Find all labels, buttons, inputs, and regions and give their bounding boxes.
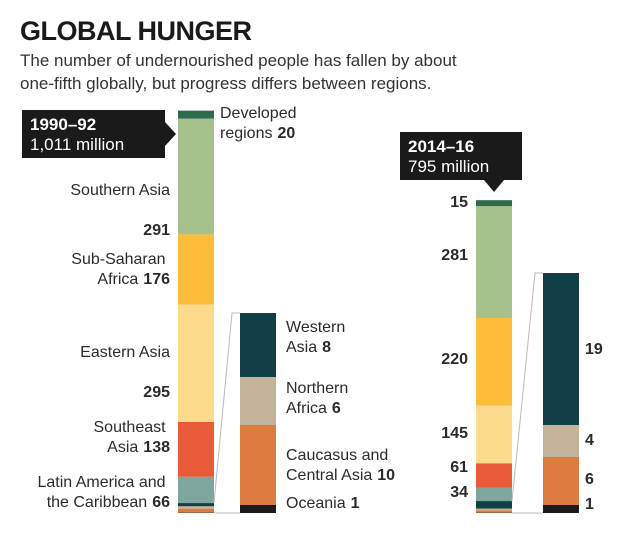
value-label: 66 (152, 494, 170, 511)
value-label: 34 (450, 484, 468, 501)
bar-segment (476, 510, 512, 513)
bar-segment (476, 317, 512, 406)
value-label: 281 (441, 247, 468, 264)
period-total: 795 million (408, 157, 489, 176)
bar-segment (178, 506, 214, 509)
region-label: Caucasus and Central Asia (286, 447, 393, 484)
region-label: Oceania (286, 495, 346, 512)
zoom-segment (543, 457, 579, 505)
bar-segment (476, 200, 512, 207)
region-label: Western Asia (286, 319, 350, 356)
value-label: 19 (585, 341, 603, 358)
zoom-connector (213, 312, 240, 504)
zoom-segment (240, 505, 276, 513)
bar-segment (476, 508, 512, 511)
bar-segment (178, 110, 214, 119)
region-label: Latin America and the Caribbean (37, 474, 170, 511)
value-label: 138 (143, 439, 170, 456)
region-label: Eastern Asia (80, 344, 170, 361)
bar-segment (476, 206, 512, 318)
period-box (400, 132, 522, 180)
period-total: 1,011 million (30, 135, 124, 154)
bar-segment (178, 304, 214, 422)
value-label: 295 (143, 384, 170, 401)
region-label: Southern Asia (70, 182, 170, 199)
bar-segment (476, 405, 512, 464)
bar-segment (476, 501, 512, 509)
bar-segment (178, 476, 214, 504)
value-label: 10 (377, 467, 395, 484)
value-label: 176 (143, 271, 170, 288)
value-label: 145 (441, 425, 468, 442)
value-label: 15 (450, 194, 468, 211)
period-box (22, 110, 165, 158)
chart-subtitle: The number of undernourished people has … (20, 51, 461, 93)
value-label: 220 (441, 351, 468, 368)
zoom-segment (543, 425, 579, 457)
value-label: 20 (277, 125, 295, 142)
value-label: 291 (143, 222, 170, 239)
region-label: Southeast Asia (94, 419, 171, 456)
zoom-segment (543, 505, 579, 513)
period-pointer (165, 122, 176, 146)
region-label: Developed regions (220, 105, 301, 142)
chart-title: GLOBAL HUNGER (20, 16, 252, 46)
period-label: 2014–16 (408, 137, 474, 156)
region-label: Sub-Saharan Africa (71, 251, 170, 288)
period-pointer (484, 180, 504, 192)
zoom-connector (511, 272, 543, 502)
bar-segment (476, 463, 512, 488)
bar-segment (476, 487, 512, 502)
value-label: 6 (332, 400, 341, 417)
value-label: 6 (585, 471, 594, 488)
bar-segment (178, 503, 214, 507)
zoom-segment (240, 313, 276, 377)
zoom-segment (543, 273, 579, 425)
value-label: 8 (322, 339, 331, 356)
bar-segment (178, 508, 214, 513)
bar-segment (178, 421, 214, 477)
value-label: 4 (585, 432, 594, 449)
value-label: 61 (450, 459, 468, 476)
period-label: 1990–92 (30, 115, 96, 134)
value-label: 1 (585, 496, 594, 513)
bar-segment (178, 118, 214, 235)
zoom-segment (240, 425, 276, 505)
region-label: Northern Africa (286, 380, 353, 417)
zoom-segment (240, 377, 276, 425)
bar-segment (178, 234, 214, 305)
value-label: 1 (351, 495, 360, 512)
